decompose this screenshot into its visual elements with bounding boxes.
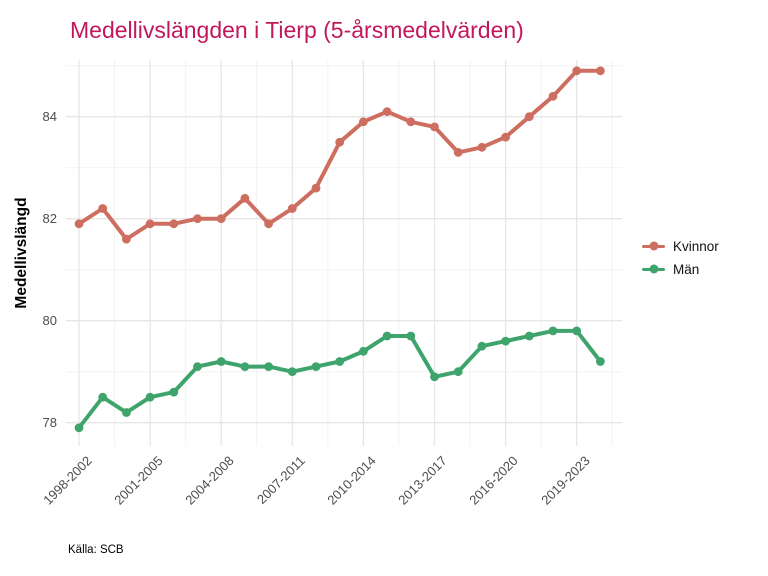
data-point-män (98, 392, 108, 402)
y-tick-label: 82 (42, 210, 57, 226)
legend-key-man-icon (642, 260, 665, 278)
data-point-män (145, 392, 155, 402)
data-point-män (406, 331, 416, 341)
data-point-män (335, 357, 345, 366)
data-point-kvinnor (193, 214, 202, 224)
series-line-kvinnor (77, 68, 603, 242)
data-point-män (240, 362, 250, 371)
data-point-kvinnor (382, 107, 392, 116)
data-point-män (216, 357, 226, 366)
data-point-män (382, 331, 392, 341)
data-point-män (477, 341, 487, 351)
data-point-kvinnor (548, 91, 558, 101)
data-point-män (596, 357, 605, 366)
data-point-män (264, 362, 273, 371)
data-point-kvinnor (596, 66, 605, 76)
chart-title: Medellivslängden i Tierp (5-årsmedelvärd… (70, 17, 524, 43)
legend-key-kvinnor-icon (642, 237, 665, 255)
data-point-män (193, 362, 202, 371)
data-point-män (453, 367, 463, 377)
data-point-kvinnor (430, 122, 439, 132)
legend-item-man: Män (642, 260, 719, 278)
data-point-män (287, 367, 297, 377)
data-point-kvinnor (335, 137, 345, 147)
data-point-kvinnor (477, 142, 487, 152)
data-point-män (572, 326, 582, 336)
data-point-kvinnor (216, 214, 226, 224)
data-point-män (74, 423, 84, 433)
data-point-män (501, 336, 510, 346)
legend-dot-icon (649, 241, 658, 251)
data-point-kvinnor (240, 193, 250, 203)
source-caption: Källa: SCB (68, 544, 124, 556)
legend-label-man: Män (673, 261, 700, 277)
series-line-män (77, 328, 603, 430)
y-tick-label: 84 (42, 108, 57, 124)
legend-dot-icon (649, 264, 658, 274)
data-point-män (430, 372, 439, 382)
data-point-män (311, 362, 321, 371)
y-tick-label: 80 (42, 312, 57, 328)
data-point-män (122, 408, 131, 417)
data-point-kvinnor (74, 219, 84, 229)
legend-label-kvinnor: Kvinnor (673, 238, 719, 254)
data-point-kvinnor (169, 219, 179, 229)
data-point-kvinnor (524, 112, 534, 122)
y-tick-label: 78 (42, 414, 57, 430)
legend-item-kvinnor: Kvinnor (642, 237, 719, 255)
data-point-män (548, 326, 558, 336)
data-point-kvinnor (264, 219, 273, 229)
data-point-kvinnor (572, 66, 582, 76)
data-point-kvinnor (122, 234, 131, 244)
data-point-män (169, 387, 179, 397)
data-point-kvinnor (359, 117, 368, 127)
legend: Kvinnor Män (642, 237, 719, 278)
data-point-kvinnor (145, 219, 155, 229)
data-point-kvinnor (501, 132, 510, 142)
data-point-män (359, 346, 368, 356)
data-point-kvinnor (453, 148, 463, 157)
data-point-män (524, 331, 534, 341)
data-point-kvinnor (406, 117, 416, 127)
data-point-kvinnor (287, 204, 297, 213)
data-point-kvinnor (311, 183, 321, 193)
data-point-kvinnor (98, 204, 108, 213)
